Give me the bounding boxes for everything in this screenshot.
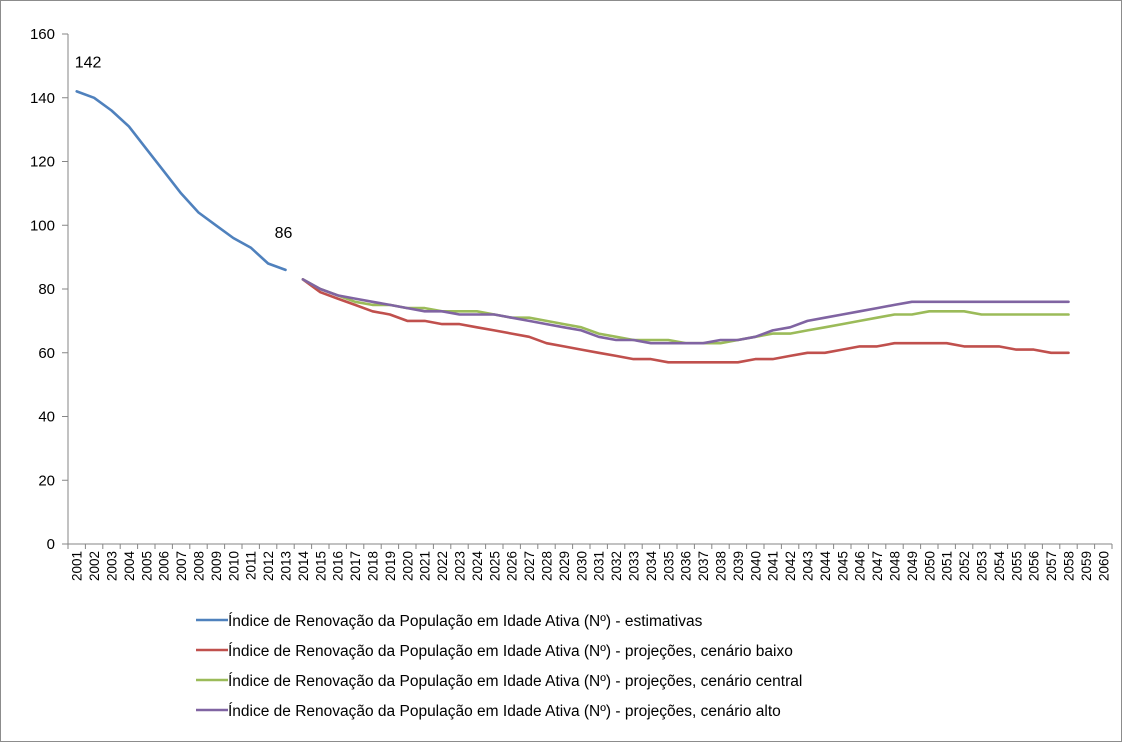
- x-tick-label: 2048: [888, 551, 903, 581]
- x-tick-label: 2051: [940, 551, 955, 581]
- x-tick-label: 2034: [644, 551, 659, 582]
- y-tick-label: 120: [30, 154, 55, 171]
- legend-label: Índice de Renovação da População em Idad…: [228, 613, 703, 630]
- y-tick-label: 0: [47, 536, 55, 553]
- x-tick-label: 2045: [835, 551, 850, 581]
- x-tick-label: 2059: [1079, 551, 1094, 581]
- x-tick-label: 2015: [313, 551, 328, 581]
- x-tick-label: 2003: [105, 551, 120, 581]
- x-tick-label: 2008: [192, 551, 207, 581]
- data-label: 142: [75, 54, 102, 71]
- x-tick-label: 2017: [348, 551, 363, 581]
- y-tick-label: 140: [30, 90, 55, 107]
- x-tick-label: 2004: [122, 551, 137, 582]
- axes: [62, 33, 1113, 549]
- y-tick-labels: 0 20 40 60 80 100 120 140 160: [30, 26, 55, 553]
- x-tick-label: 2020: [400, 551, 415, 581]
- y-tick-label: 80: [38, 281, 55, 298]
- x-tick-label: 2039: [731, 551, 746, 581]
- x-tick-label: 2025: [487, 551, 502, 581]
- x-tick-label: 2011: [244, 551, 259, 580]
- x-tick-label: 2012: [261, 551, 276, 581]
- x-tick-label: 2009: [209, 551, 224, 581]
- x-tick-label: 2027: [522, 551, 537, 581]
- y-tick-label: 60: [38, 345, 55, 362]
- y-tick-label: 160: [30, 26, 55, 43]
- series-line-0: [75, 90, 287, 272]
- x-tick-labels: 2001 2002 2003 2004 2005 2006 2007 2008 2009 2010…: [70, 551, 1112, 582]
- legend-label: Índice de Renovação da População em Idad…: [228, 673, 802, 690]
- series-line-3: [301, 278, 1070, 345]
- x-tick-label: 2014: [296, 551, 311, 582]
- x-tick-label: 2016: [331, 551, 346, 581]
- x-tick-label: 2023: [453, 551, 468, 581]
- x-tick-label: 2021: [418, 551, 433, 581]
- y-tick-label: 100: [30, 217, 55, 234]
- x-tick-label: 2030: [574, 551, 589, 581]
- x-tick-label: 2055: [1009, 551, 1024, 581]
- y-tick-label: 20: [38, 472, 55, 489]
- data-labels: 142 86 767260: [75, 0, 1121, 242]
- x-tick-label: 2037: [696, 551, 711, 581]
- x-tick-label: 2018: [366, 551, 381, 581]
- series-lines: [75, 90, 1070, 364]
- x-tick-label: 2026: [505, 551, 520, 581]
- x-tick-label: 2001: [70, 551, 85, 581]
- data-label: 60: [1099, 0, 1117, 4]
- x-tick-label: 2054: [992, 551, 1007, 582]
- x-tick-label: 2005: [139, 551, 154, 581]
- x-tick-label: 2010: [226, 551, 241, 581]
- x-tick-label: 2033: [627, 551, 642, 581]
- data-label: 76: [1103, 0, 1121, 4]
- x-tick-label: 2040: [748, 551, 763, 581]
- series-line-1: [301, 278, 1070, 364]
- x-tick-label: 2007: [174, 551, 189, 581]
- x-tick-label: 2044: [818, 551, 833, 582]
- data-label: 86: [275, 225, 293, 242]
- x-tick-label: 2056: [1027, 551, 1042, 581]
- x-tick-label: 2002: [87, 551, 102, 581]
- x-tick-label: 2058: [1062, 551, 1077, 581]
- x-tick-label: 2032: [609, 551, 624, 581]
- x-tick-label: 2047: [870, 551, 885, 581]
- x-tick-label: 2052: [957, 551, 972, 581]
- x-tick-label: 2035: [661, 551, 676, 581]
- x-tick-label: 2041: [766, 551, 781, 581]
- x-tick-label: 2043: [801, 551, 816, 581]
- x-tick-label: 2006: [157, 551, 172, 581]
- x-tick-label: 2053: [975, 551, 990, 581]
- x-tick-label: 2057: [1044, 551, 1059, 581]
- x-tick-label: 2022: [435, 551, 450, 581]
- x-tick-label: 2042: [783, 551, 798, 581]
- x-tick-label: 2036: [679, 551, 694, 581]
- x-tick-label: 2028: [540, 551, 555, 581]
- x-tick-label: 2013: [279, 551, 294, 581]
- x-tick-label: 2031: [592, 551, 607, 581]
- y-tick-label: 40: [38, 409, 55, 426]
- x-tick-label: 2060: [1096, 551, 1111, 581]
- legend: Índice de Renovação da População em Idad…: [196, 613, 802, 720]
- x-tick-label: 2050: [922, 551, 937, 581]
- x-tick-label: 2019: [383, 551, 398, 581]
- x-tick-label: 2038: [714, 551, 729, 581]
- legend-label: Índice de Renovação da População em Idad…: [228, 643, 793, 660]
- x-tick-label: 2046: [853, 551, 868, 581]
- x-tick-label: 2049: [905, 551, 920, 581]
- legend-label: Índice de Renovação da População em Idad…: [228, 703, 781, 720]
- x-tick-label: 2029: [557, 551, 572, 581]
- x-tick-label: 2024: [470, 551, 485, 582]
- data-label: 72: [1103, 0, 1121, 4]
